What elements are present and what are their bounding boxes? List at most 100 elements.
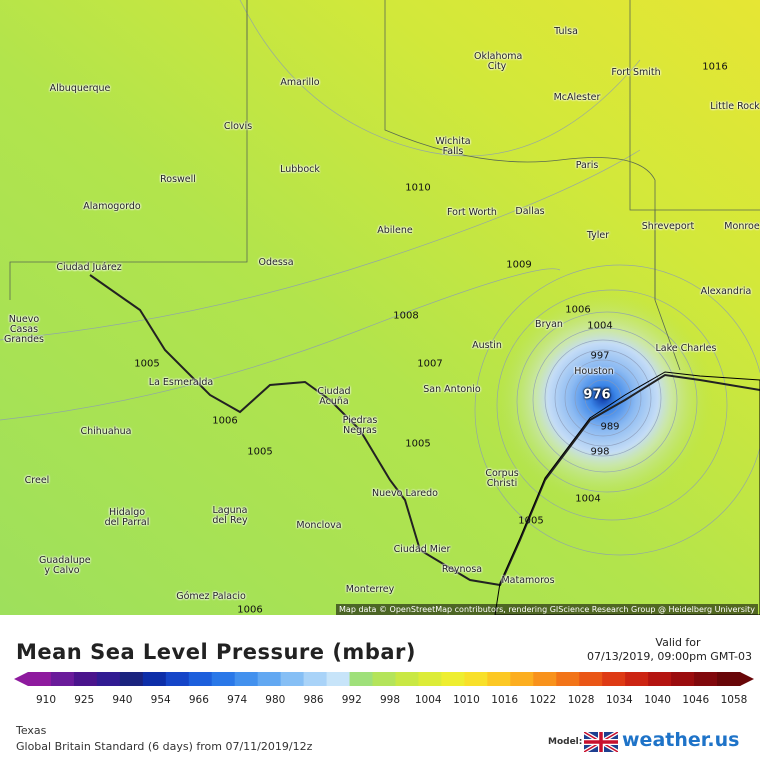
city-label: Creel	[24, 475, 50, 486]
isobar-label: 998	[590, 446, 610, 458]
city-label: Hidalgo del Parral	[104, 507, 150, 528]
colorbar-tick-label: 1040	[644, 694, 671, 706]
colorbar-tick-label: 1058	[721, 694, 748, 706]
isobar-label: 989	[600, 421, 620, 433]
isobar-label: 1005	[518, 515, 544, 527]
city-label: Wichita Falls	[435, 136, 471, 157]
isobar-label: 1004	[587, 320, 613, 332]
colorbar-tick-label: 1028	[568, 694, 595, 706]
city-label: Alamogordo	[83, 201, 141, 212]
colorbar-tick-label: 980	[265, 694, 285, 706]
city-label: Ciudad Acuña	[317, 386, 351, 407]
colorbar-cell	[142, 672, 167, 686]
isobar-label: 1005	[134, 358, 160, 370]
city-label: Tyler	[586, 230, 610, 241]
city-label: Monclova	[296, 520, 342, 531]
colorbar-tick-label: 954	[151, 694, 171, 706]
colorbar-tick-label: 1010	[453, 694, 480, 706]
colorbar-cell	[349, 672, 374, 686]
colorbar-cell	[165, 672, 190, 686]
colorbar-cell	[188, 672, 213, 686]
city-label: Chihuahua	[80, 426, 132, 437]
city-label: Bryan	[535, 319, 563, 330]
city-label: Corpus Christi	[485, 468, 519, 489]
city-label: Lake Charles	[655, 343, 717, 354]
colorbar-tick-label: 1004	[415, 694, 442, 706]
colorbar-tick-label: 1034	[606, 694, 633, 706]
colorbar-cell	[234, 672, 259, 686]
city-label: Fort Worth	[447, 207, 497, 218]
colorbar-cell	[326, 672, 351, 686]
city-label: Matamoros	[501, 575, 555, 586]
city-label: Shreveport	[641, 221, 695, 232]
city-label: Piedras Negras	[342, 415, 378, 436]
colorbar-cell	[441, 672, 465, 686]
colorbar-cell	[418, 672, 442, 686]
colorbar-cell	[579, 672, 603, 686]
colorbar-cell	[510, 672, 534, 686]
map-background	[0, 0, 760, 615]
colorbar-tick-label: 986	[304, 694, 324, 706]
city-label: Abilene	[377, 225, 413, 236]
colorbar-cell	[303, 672, 328, 686]
city-label: Monroe	[724, 221, 760, 232]
colorbar-cell	[602, 672, 626, 686]
colorbar-cell	[487, 672, 511, 686]
region: Texas	[16, 724, 47, 737]
colorbar-cell	[372, 672, 396, 686]
colorbar-arrow	[740, 672, 754, 686]
flag-icon	[584, 732, 618, 752]
city-label: Austin	[472, 340, 502, 351]
isobar-label: 1005	[247, 446, 273, 458]
city-label: McAlester	[553, 92, 601, 103]
colorbar-tick-label: 998	[380, 694, 400, 706]
colorbar-cell	[556, 672, 580, 686]
city-label: Nuevo Casas Grandes	[4, 314, 44, 345]
city-label: La Esmeralda	[148, 377, 214, 388]
colorbar-tick-label: 966	[189, 694, 209, 706]
city-label: Guadalupe y Calvo	[39, 555, 91, 576]
colorbar-cell	[625, 672, 649, 686]
colorbar-cell	[717, 672, 741, 686]
isobar-label: 1016	[702, 61, 728, 73]
colorbar-cell	[533, 672, 557, 686]
city-label: Nuevo Laredo	[372, 488, 438, 499]
isobar-label: 1004	[575, 493, 601, 505]
city-label: Little Rock	[710, 101, 760, 112]
valid-label: Valid for	[655, 636, 701, 649]
valid-time: 07/13/2019, 09:00pm GMT-03	[587, 650, 752, 663]
isobar-label: 1007	[417, 358, 443, 370]
colorbar-cell	[96, 672, 121, 686]
colorbar-tick-label: 1016	[491, 694, 518, 706]
colorbar-cell	[671, 672, 695, 686]
colorbar-cell	[648, 672, 672, 686]
city-label: Paris	[575, 160, 599, 171]
colorbar-cell	[50, 672, 75, 686]
city-label: Ciudad Juárez	[56, 262, 122, 273]
city-label: Reynosa	[441, 564, 483, 575]
colorbar-tick-label: 1022	[530, 694, 557, 706]
brand: weather.us	[622, 729, 740, 751]
colorbar-tick-label: 1046	[682, 694, 709, 706]
colorbar-tick-label: 910	[36, 694, 56, 706]
colorbar-cell	[464, 672, 488, 686]
city-label: Clovis	[223, 121, 253, 132]
city-label: Gómez Palacio	[176, 591, 246, 602]
city-label: Dallas	[515, 206, 545, 217]
city-label: Laguna del Rey	[212, 505, 248, 526]
colorbar-cell	[211, 672, 236, 686]
city-label: Ciudad Mier	[393, 544, 451, 555]
colorbar-cell	[694, 672, 718, 686]
city-label: Odessa	[258, 257, 294, 268]
city-label: Roswell	[160, 174, 196, 185]
city-label: Lubbock	[280, 164, 320, 175]
city-label: Amarillo	[280, 77, 320, 88]
isobar-label: 1010	[405, 182, 431, 194]
colorbar-cell	[28, 672, 52, 686]
colorbar-tick-label: 974	[227, 694, 247, 706]
city-label: Albuquerque	[49, 83, 111, 94]
city-label: Oklahoma City	[474, 51, 523, 72]
city-label: Tulsa	[554, 26, 578, 37]
isobar-label: 1008	[393, 310, 419, 322]
